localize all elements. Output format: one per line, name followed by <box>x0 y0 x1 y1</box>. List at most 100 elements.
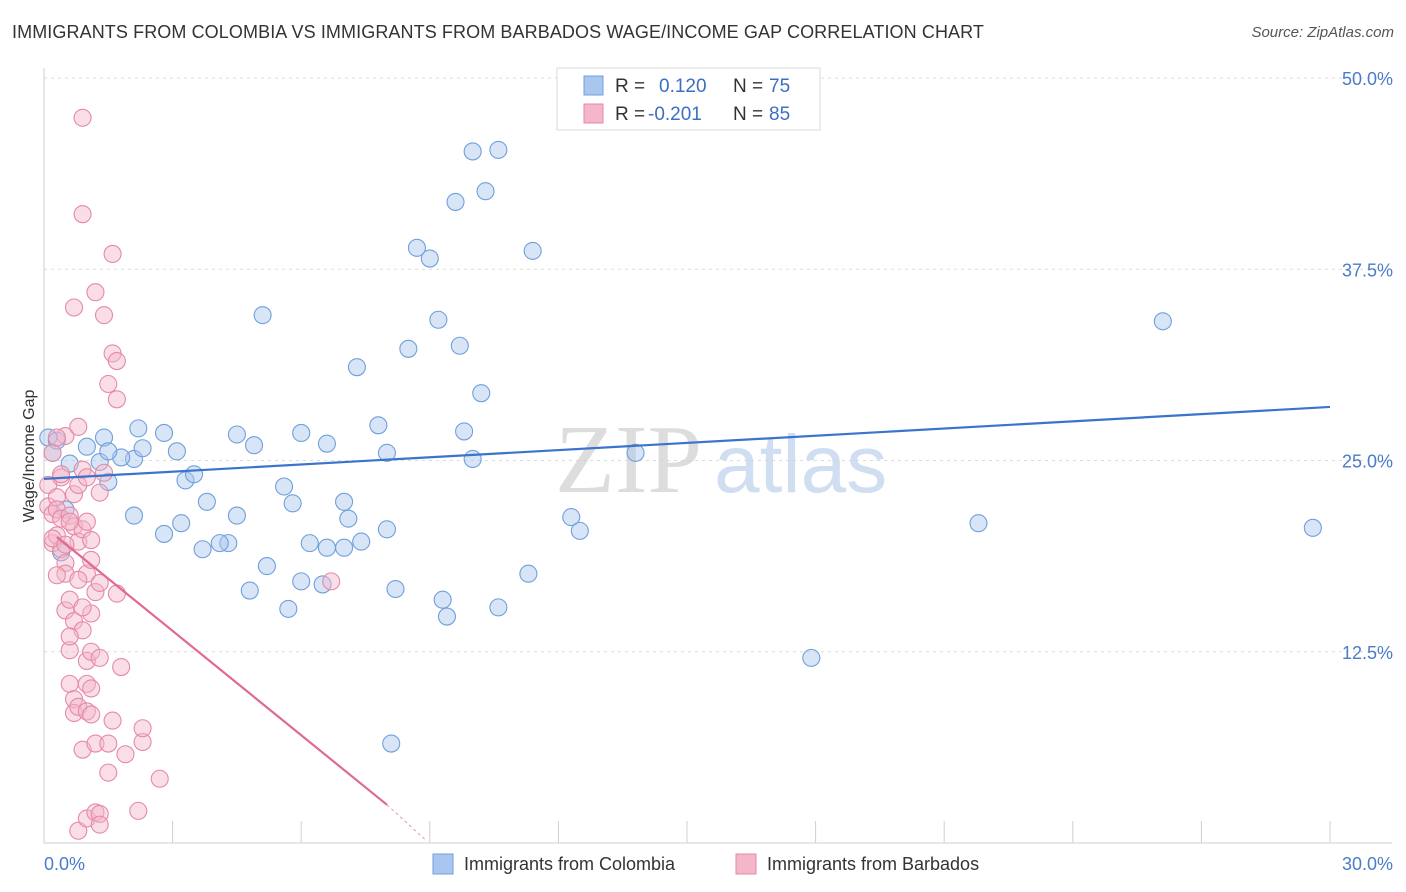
x-tick-label: 30.0% <box>1342 854 1393 874</box>
y-axis-label: Wage/Income Gap <box>21 390 38 523</box>
point-colombia <box>1303 518 1322 537</box>
point-barbados <box>60 641 79 660</box>
point-barbados <box>99 374 118 394</box>
point-colombia <box>335 538 354 557</box>
point-barbados <box>99 763 118 782</box>
point-colombia <box>99 442 118 461</box>
point-colombia <box>802 648 821 667</box>
point-colombia <box>300 534 319 553</box>
legend-n-value-barbados: 85 <box>769 104 790 125</box>
x-tick-label: 0.0% <box>44 854 85 874</box>
point-barbados <box>82 679 101 698</box>
point-colombia <box>446 192 465 211</box>
chart-title: IMMIGRANTS FROM COLOMBIA VS IMMIGRANTS F… <box>12 22 985 42</box>
point-colombia <box>154 524 174 543</box>
point-colombia <box>172 514 191 533</box>
point-barbados <box>116 745 135 764</box>
point-colombia <box>133 439 152 458</box>
point-barbados <box>90 573 109 592</box>
point-barbados <box>60 506 79 525</box>
point-colombia <box>292 572 311 591</box>
point-barbados <box>82 531 101 550</box>
point-colombia <box>450 336 469 355</box>
point-colombia <box>257 557 276 576</box>
point-colombia <box>279 599 298 618</box>
y-tick-label: 25.0% <box>1342 452 1393 472</box>
point-colombia <box>253 306 272 325</box>
y-tick-label: 50.0% <box>1342 69 1393 89</box>
legend-swatch-barbados <box>583 103 604 124</box>
point-colombia <box>570 521 589 540</box>
trend-line-barbados-extension <box>386 804 426 841</box>
point-colombia <box>519 564 538 583</box>
point-colombia <box>382 734 401 753</box>
point-colombia <box>455 422 474 441</box>
point-colombia <box>197 492 216 511</box>
point-colombia <box>275 477 294 496</box>
trend-lines <box>43 405 1331 841</box>
point-barbados <box>60 512 79 531</box>
legend-box: R = 0.120 N = 75 R = -0.201 N = 85 <box>556 67 821 131</box>
point-barbados <box>47 428 66 447</box>
point-colombia <box>626 443 645 462</box>
point-colombia <box>352 532 371 551</box>
trend-line-colombia <box>43 405 1331 480</box>
point-colombia <box>420 249 439 268</box>
bottom-legend: Immigrants from Colombia Immigrants from… <box>432 853 979 875</box>
point-barbados <box>77 512 96 531</box>
point-colombia <box>339 509 358 528</box>
point-barbados <box>90 483 109 502</box>
point-barbados <box>103 711 122 730</box>
data-points <box>39 108 1322 840</box>
point-barbados <box>133 719 152 738</box>
bottom-legend-swatch-barbados <box>735 853 757 875</box>
point-colombia <box>489 140 508 159</box>
point-colombia <box>433 590 452 609</box>
point-colombia <box>399 339 418 358</box>
point-colombia <box>523 241 542 260</box>
point-colombia <box>317 434 336 453</box>
point-barbados <box>94 463 114 482</box>
point-barbados <box>86 734 105 753</box>
point-barbados <box>129 801 148 820</box>
point-barbados <box>56 553 75 573</box>
gridlines <box>44 77 1392 653</box>
point-barbados <box>64 298 84 317</box>
point-barbados <box>43 443 62 462</box>
point-colombia <box>386 579 405 599</box>
legend-n-label-colombia: N = <box>733 76 763 97</box>
watermark: ZIP atlas <box>555 406 887 514</box>
point-barbados <box>133 732 152 752</box>
legend-r-label-colombia: R = <box>615 76 645 97</box>
point-colombia <box>489 598 508 617</box>
legend-r-value-barbados: -0.201 <box>648 104 702 125</box>
y-tick-label: 37.5% <box>1342 260 1393 280</box>
point-colombia <box>227 425 246 444</box>
point-barbados <box>69 821 88 840</box>
point-colombia <box>1153 312 1172 331</box>
point-colombia <box>463 449 482 469</box>
point-barbados <box>150 769 169 788</box>
point-colombia <box>562 508 581 527</box>
point-barbados <box>73 598 92 617</box>
source-label: Source: ZipAtlas.com <box>1251 24 1394 41</box>
bottom-legend-swatch-colombia <box>432 853 454 875</box>
point-barbados <box>112 657 131 677</box>
point-barbados <box>322 572 341 591</box>
legend-r-value-colombia: 0.120 <box>659 76 707 97</box>
watermark-zip: ZIP <box>555 406 702 514</box>
point-barbados <box>47 566 66 585</box>
point-colombia <box>167 442 186 461</box>
point-barbados <box>82 705 101 724</box>
point-barbados <box>69 417 88 436</box>
legend-n-label-barbados: N = <box>733 104 763 125</box>
point-colombia <box>369 416 388 435</box>
point-barbados <box>90 815 109 834</box>
point-barbados <box>64 485 84 504</box>
point-barbados <box>107 390 126 409</box>
point-colombia <box>244 436 264 455</box>
point-barbados <box>90 804 109 823</box>
point-colombia <box>94 428 114 447</box>
point-barbados <box>52 465 71 484</box>
point-barbados <box>99 734 118 753</box>
